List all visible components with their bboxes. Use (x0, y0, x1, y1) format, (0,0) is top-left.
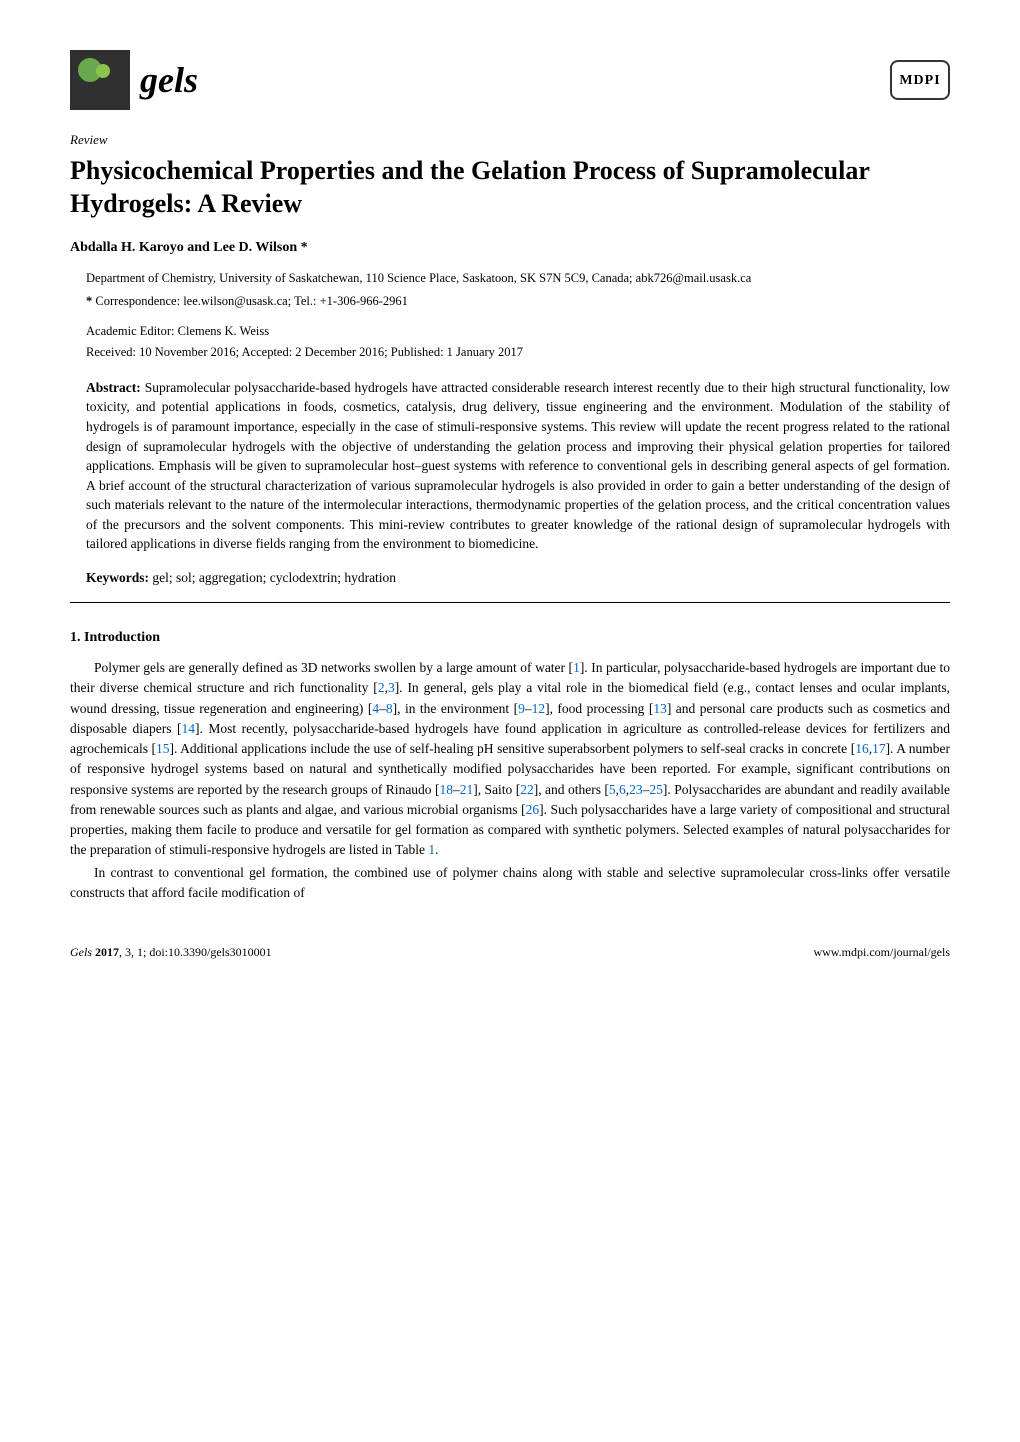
ref-link[interactable]: 8 (386, 701, 393, 716)
ref-link[interactable]: 1 (573, 660, 580, 675)
keywords-block: Keywords: gel; sol; aggregation; cyclode… (86, 568, 950, 588)
para-text: ], in the environment [ (393, 701, 518, 716)
abstract-text: Supramolecular polysaccharide-based hydr… (86, 380, 950, 552)
correspondence: * Correspondence: lee.wilson@usask.ca; T… (86, 292, 950, 311)
ref-link[interactable]: 17 (872, 741, 886, 756)
publisher-logo-text: MDPI (899, 70, 940, 91)
ref-link[interactable]: 16 (855, 741, 869, 756)
ref-link[interactable]: 9 (518, 701, 525, 716)
citation-year: 2017 (95, 945, 119, 959)
ref-link[interactable]: 12 (532, 701, 546, 716)
keywords-text: gel; sol; aggregation; cyclodextrin; hyd… (149, 570, 396, 585)
ref-link[interactable]: 18 (440, 782, 454, 797)
header-row: gels MDPI (70, 50, 950, 110)
ref-link[interactable]: 22 (520, 782, 534, 797)
ref-link[interactable]: 5 (609, 782, 616, 797)
abstract-block: Abstract: Supramolecular polysaccharide-… (86, 378, 950, 554)
footer-url: www.mdpi.com/journal/gels (813, 943, 950, 961)
footer-citation: Gels 2017, 3, 1; doi:10.3390/gels3010001 (70, 943, 272, 961)
ref-link[interactable]: 13 (653, 701, 667, 716)
ref-link[interactable]: 4 (372, 701, 379, 716)
citation-journal: Gels (70, 945, 95, 959)
article-dates: Received: 10 November 2016; Accepted: 2 … (86, 343, 950, 362)
citation-rest: , 3, 1; doi:10.3390/gels3010001 (119, 945, 272, 959)
academic-editor: Academic Editor: Clemens K. Weiss (86, 322, 950, 341)
para-text: Polymer gels are generally defined as 3D… (94, 660, 573, 675)
section-divider (70, 602, 950, 603)
authors-line: Abdalla H. Karoyo and Lee D. Wilson * (70, 237, 950, 258)
page-footer: Gels 2017, 3, 1; doi:10.3390/gels3010001… (70, 943, 950, 961)
ref-link[interactable]: 23 (629, 782, 643, 797)
para-text: ], food processing [ (545, 701, 653, 716)
para-text: ], Saito [ (473, 782, 520, 797)
mdpi-logo-icon: MDPI (890, 60, 950, 100)
correspondence-marker: * (86, 294, 92, 308)
para-text: . (435, 842, 438, 857)
journal-logo-group: gels (70, 50, 198, 110)
journal-name: gels (140, 53, 198, 107)
para-text: ]. Additional applications include the u… (170, 741, 856, 756)
ref-link[interactable]: 2 (378, 680, 385, 695)
article-type: Review (70, 130, 950, 150)
affiliation: Department of Chemistry, University of S… (86, 270, 950, 288)
ref-link[interactable]: 14 (182, 721, 196, 736)
intro-paragraph-1: Polymer gels are generally defined as 3D… (70, 658, 950, 861)
para-text: ], and others [ (534, 782, 609, 797)
ref-link[interactable]: 21 (460, 782, 474, 797)
ref-link[interactable]: 26 (526, 802, 540, 817)
gels-logo-icon (70, 50, 130, 110)
ref-link[interactable]: 15 (156, 741, 170, 756)
ref-link[interactable]: 3 (388, 680, 395, 695)
article-title: Physicochemical Properties and the Gelat… (70, 154, 950, 222)
section-1-heading: 1. Introduction (70, 627, 950, 648)
keywords-label: Keywords: (86, 570, 149, 585)
intro-paragraph-2: In contrast to conventional gel formatio… (70, 863, 950, 904)
ref-link[interactable]: 6 (619, 782, 626, 797)
ref-link[interactable]: 25 (649, 782, 663, 797)
correspondence-text: Correspondence: lee.wilson@usask.ca; Tel… (95, 294, 408, 308)
abstract-label: Abstract: (86, 380, 141, 395)
